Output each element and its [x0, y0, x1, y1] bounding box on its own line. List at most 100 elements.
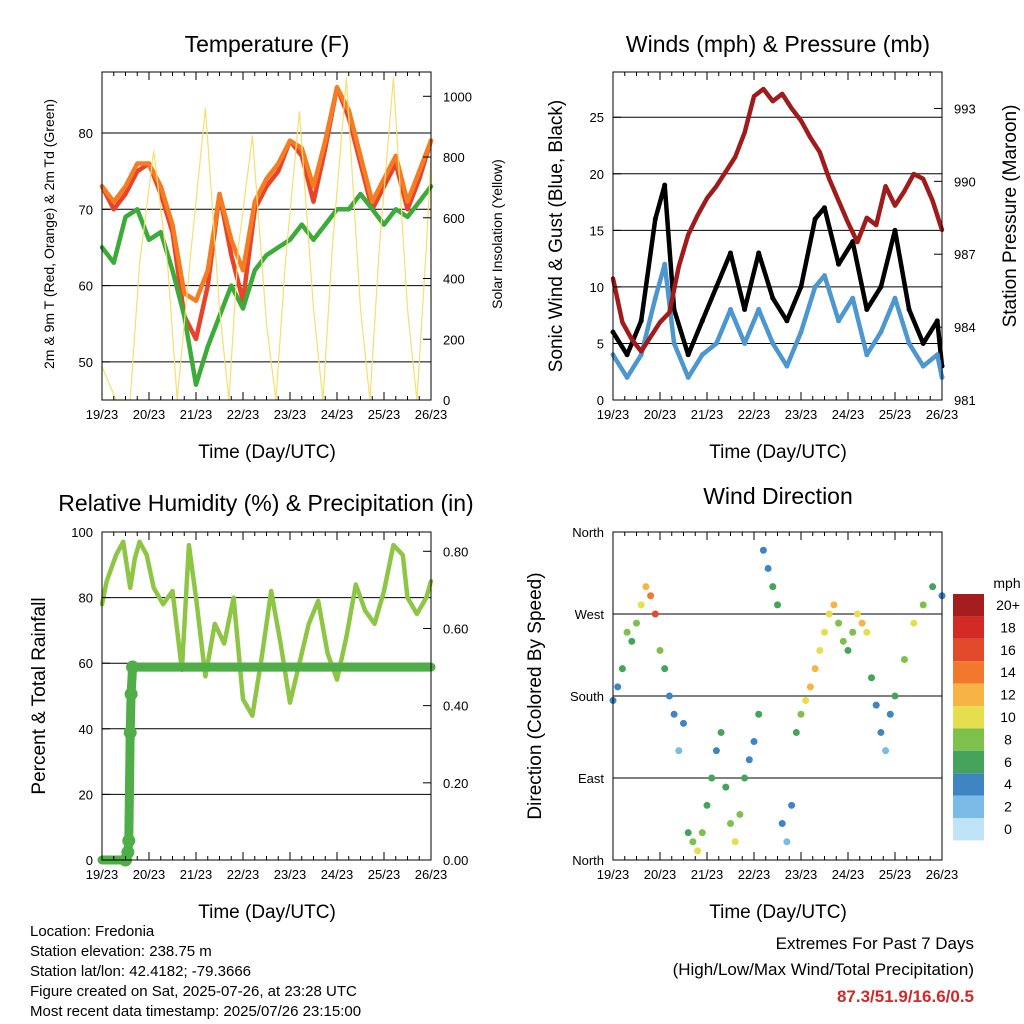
rainfall-point — [123, 726, 137, 740]
direction-point — [698, 829, 706, 837]
winds-title: Winds (mph) & Pressure (mb) — [626, 31, 930, 57]
speed-legend: mph 20+ 18 16 14 12 10 8 6 4 2 0 — [953, 575, 1021, 841]
direction-point — [849, 628, 857, 636]
legend-swatch — [953, 795, 984, 818]
direction-point — [680, 719, 687, 727]
direction-point — [628, 637, 636, 645]
series-point-0 — [812, 216, 818, 222]
y-tick-label: 20 — [590, 167, 604, 182]
direction-point — [731, 838, 739, 846]
series-point-1 — [906, 340, 912, 346]
series-point-1 — [878, 329, 884, 335]
y-right-tick-label: 0.40 — [443, 699, 468, 714]
direction-point — [759, 546, 767, 554]
series-point-0 — [934, 318, 940, 324]
direction-point — [797, 710, 805, 718]
series-point-0 — [638, 318, 644, 324]
info-created: Figure created on Sat, 2025-07-26, at 23… — [30, 983, 357, 1000]
legend-label: 14 — [1000, 664, 1016, 680]
series-line-0 — [99, 539, 434, 718]
y-tick-label: 50 — [79, 355, 93, 370]
series-point-0 — [770, 295, 776, 301]
y-right-tick-label: 0.00 — [443, 853, 468, 868]
direction-point — [722, 783, 730, 791]
direction-point — [886, 710, 894, 718]
y-tick-label: 15 — [590, 223, 604, 238]
direction-point — [821, 628, 828, 636]
info-elevation: Station elevation: 238.75 m — [30, 943, 212, 960]
series-point-1 — [784, 363, 790, 369]
series-point-0 — [671, 307, 677, 313]
series-point-1 — [713, 340, 719, 346]
direction-point — [853, 610, 861, 618]
direction-point — [675, 747, 683, 755]
x-tick-label: 19/23 — [597, 867, 630, 882]
x-tick-label: 19/23 — [86, 867, 119, 882]
direction-point — [745, 756, 753, 764]
x-tick-label: 20/23 — [644, 407, 677, 422]
info-location: Location: Fredonia — [30, 923, 155, 940]
series-point-1 — [920, 363, 926, 369]
x-tick-label: 22/23 — [738, 407, 771, 422]
extremes-subtitle: (High/Low/Max Wind/Total Precipitation) — [672, 960, 974, 979]
direction-point — [769, 583, 777, 591]
direction-ylabel: Direction (Colored By Speed) — [525, 572, 546, 819]
x-tick-label: 20/23 — [133, 407, 166, 422]
direction-point — [623, 628, 631, 636]
series-point-1 — [624, 374, 630, 380]
series-point-1 — [850, 295, 856, 301]
direction-point — [736, 810, 744, 818]
direction-point — [670, 710, 678, 718]
y-tick-label: 10 — [590, 280, 604, 295]
legend-swatch — [953, 683, 984, 706]
x-tick-label: 25/23 — [368, 407, 401, 422]
x-tick-label: 21/23 — [691, 867, 724, 882]
direction-point — [844, 646, 852, 654]
series-point-1 — [934, 352, 940, 358]
y-right-tick-label: 993 — [954, 101, 976, 116]
series-point-1 — [728, 307, 733, 313]
series-line-2 — [99, 184, 434, 387]
y-tick-label: 80 — [79, 591, 93, 606]
y-tick-label: 60 — [79, 279, 93, 294]
direction-point — [929, 583, 937, 591]
series-point-1 — [770, 340, 776, 346]
x-tick-label: 21/23 — [180, 407, 213, 422]
humidity-title: Relative Humidity (%) & Precipitation (i… — [58, 490, 473, 516]
series-point-0 — [850, 239, 856, 245]
x-tick-label: 23/23 — [785, 407, 818, 422]
y-right-tick-label: 0.60 — [443, 621, 468, 636]
y-tick-label: 80 — [79, 126, 93, 141]
series-point-1 — [836, 318, 842, 324]
x-tick-label: 26/23 — [415, 407, 448, 422]
direction-point — [783, 838, 791, 846]
series-point-1 — [812, 284, 818, 290]
humidity-ylabel: Percent & Total Rainfall — [29, 597, 50, 794]
direction-point — [858, 619, 866, 627]
direction-point — [708, 774, 716, 782]
x-tick-label: 24/23 — [832, 867, 865, 882]
x-tick-label: 24/23 — [321, 407, 354, 422]
series-point-0 — [699, 318, 705, 324]
x-tick-label: 25/23 — [368, 867, 401, 882]
direction-point — [900, 656, 908, 664]
direction-point — [774, 601, 781, 609]
y-tick-label: 100 — [71, 525, 93, 540]
series-point-0 — [822, 205, 827, 211]
series-point-1 — [892, 295, 898, 301]
y-right-tick-label: 200 — [443, 332, 465, 347]
winds-panel: Winds (mph) & Pressure (mb) Time (Day/UT… — [546, 31, 1021, 463]
direction-point — [802, 697, 810, 705]
series-point-1 — [822, 273, 827, 279]
direction-point — [618, 665, 626, 673]
direction-point — [703, 801, 711, 809]
winds-ylabel: Sonic Wind & Gust (Blue, Black) — [546, 100, 567, 372]
direction-point — [741, 774, 749, 782]
series-line-1 — [97, 662, 436, 865]
legend-swatch — [953, 773, 984, 796]
direction-point — [633, 619, 640, 627]
legend-swatch — [953, 818, 984, 841]
direction-point — [717, 728, 725, 736]
direction-point — [727, 820, 734, 828]
legend-label: 18 — [1000, 619, 1016, 635]
